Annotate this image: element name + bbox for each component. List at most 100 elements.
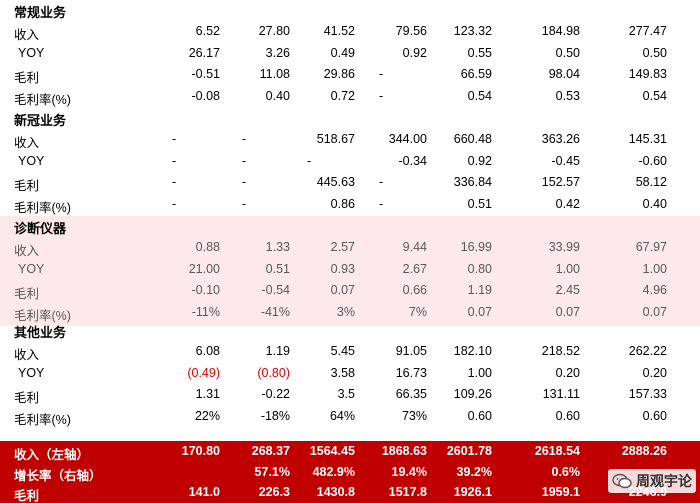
- table-cell: -0.22: [261, 387, 291, 401]
- table-cell: 1.19: [467, 283, 492, 297]
- table-cell: -0.10: [191, 283, 221, 297]
- totals-row: [0, 461, 700, 482]
- table-cell: 0.50: [555, 45, 580, 60]
- totals-row: [0, 482, 700, 503]
- table-cell: 1.19: [265, 344, 290, 358]
- table-cell: 131.11: [542, 387, 580, 401]
- wechat-icon: [612, 473, 632, 489]
- table-cell: -0.51: [191, 67, 221, 81]
- table-cell: -0.34: [398, 153, 428, 168]
- table-cell: 344.00: [388, 132, 427, 146]
- table-cell: 336.84: [453, 175, 492, 189]
- table-cell: 0.54: [642, 88, 667, 103]
- totals-label: 毛利: [14, 489, 40, 503]
- table-cell: 445.63: [316, 175, 355, 189]
- table-cell: 145.31: [628, 132, 667, 146]
- table-cell: 22%: [194, 408, 220, 423]
- row-label: 毛利率(%): [14, 92, 71, 107]
- table-cell: 0.07: [467, 304, 492, 319]
- row-label: 收入: [14, 244, 40, 258]
- table-cell: -: [172, 153, 177, 168]
- table-cell: 0.60: [642, 408, 667, 423]
- table-cell: 0.60: [467, 408, 492, 423]
- totals-cell: 268.37: [251, 444, 290, 458]
- table-cell: 152.57: [541, 175, 580, 189]
- table-cell: -0.60: [638, 153, 668, 168]
- totals-cell: 0.6%: [551, 464, 581, 479]
- watermark: 周观宇论: [608, 469, 696, 493]
- table-cell: 29.86: [323, 67, 355, 81]
- table-cell: -0.08: [191, 88, 221, 103]
- table-cell: 0.92: [402, 45, 427, 60]
- section-title: 诊断仪器: [14, 221, 67, 236]
- table-cell: -41%: [260, 304, 290, 319]
- table-cell: 262.22: [628, 344, 667, 358]
- totals-cell: 1959.1: [541, 485, 580, 499]
- table-cell: -: [242, 175, 247, 189]
- table-cell: -18%: [260, 408, 290, 423]
- totals-cell: 1517.8: [388, 485, 427, 499]
- totals-cell: 141.0: [188, 485, 220, 499]
- table-cell: 11.08: [259, 67, 290, 81]
- table-cell: 0.80: [467, 261, 492, 276]
- row-label: 毛利: [14, 287, 40, 301]
- table-cell: 660.48: [453, 132, 492, 146]
- row-label: 收入: [14, 136, 40, 150]
- table-cell: -: [242, 132, 247, 146]
- table-cell: 0.40: [265, 88, 290, 103]
- table-cell: 0.86: [330, 196, 355, 211]
- table-cell: -: [172, 196, 177, 211]
- totals-label: 收入（左轴）: [14, 448, 90, 462]
- table-cell: 1.00: [642, 261, 667, 276]
- table-cell: 16.73: [395, 365, 427, 380]
- table-cell: -0.54: [261, 283, 291, 297]
- table-cell: 91.05: [395, 344, 427, 358]
- table-cell: (0.80): [257, 365, 290, 380]
- table-cell: 218.52: [541, 344, 580, 358]
- totals-cell: 170.80: [181, 444, 220, 458]
- table-cell: 1.31: [195, 387, 220, 401]
- table-cell: 1.00: [467, 365, 492, 380]
- table-cell: 0.55: [467, 45, 492, 60]
- table-cell: 4.96: [642, 283, 667, 297]
- section-title: 常规业务: [14, 5, 67, 20]
- table-cell: -: [307, 153, 312, 168]
- totals-cell: 482.9%: [312, 464, 355, 479]
- table-cell: 149.83: [628, 67, 667, 81]
- row-label: 毛利: [14, 71, 40, 85]
- table-cell: 3.26: [265, 45, 290, 60]
- table-cell: 0.07: [555, 304, 580, 319]
- table-cell: 0.42: [555, 196, 580, 211]
- section-title: 新冠业务: [14, 113, 67, 128]
- table-cell: 0.72: [330, 88, 355, 103]
- table-cell: 0.51: [265, 261, 290, 276]
- table-cell: 0.07: [642, 304, 667, 319]
- table-cell: 7%: [408, 304, 427, 319]
- table-cell: 0.60: [555, 408, 580, 423]
- totals-cell: 1926.1: [453, 485, 492, 499]
- table-cell: -: [172, 132, 177, 146]
- totals-cell: 1564.45: [309, 444, 355, 458]
- table-cell: 0.66: [402, 283, 427, 297]
- table-cell: -0.45: [551, 153, 581, 168]
- row-label: 毛利率(%): [14, 412, 71, 427]
- row-label: 毛利: [14, 179, 40, 193]
- table-cell: 518.67: [316, 132, 355, 146]
- totals-cell: 19.4%: [391, 464, 427, 479]
- table-cell: 0.40: [642, 196, 667, 211]
- table-cell: 64%: [329, 408, 355, 423]
- totals-cell: 57.1%: [254, 464, 290, 479]
- table-cell: 0.07: [330, 283, 355, 297]
- totals-cell: 1868.63: [381, 444, 427, 458]
- row-label: 收入: [14, 348, 40, 362]
- table-cell: 21.00: [188, 261, 220, 276]
- row-label: YOY: [18, 261, 45, 276]
- table-cell: -: [379, 196, 384, 211]
- table-cell: 0.93: [330, 261, 355, 276]
- table-cell: 0.53: [555, 88, 580, 103]
- table-cell: 66.59: [460, 67, 492, 81]
- table-cell: -: [379, 67, 384, 81]
- table-cell: 33.99: [548, 240, 580, 254]
- table-cell: 184.98: [541, 24, 580, 38]
- section-title: 其他业务: [14, 325, 67, 340]
